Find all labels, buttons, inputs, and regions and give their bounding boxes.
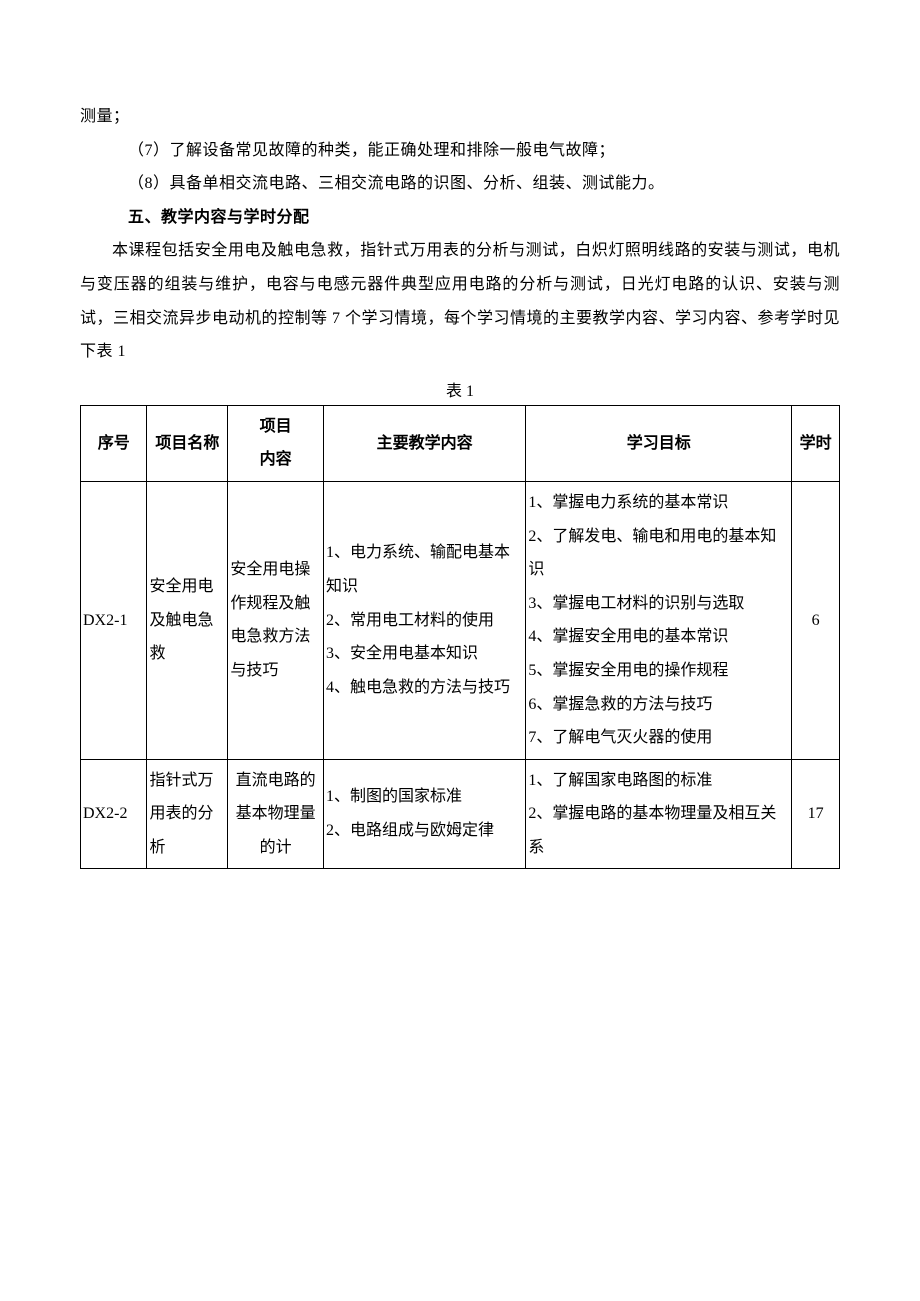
cell-proj: 直流电路的基本物理量的计 <box>228 759 324 869</box>
cell-name: 安全用电及触电急救 <box>147 481 228 759</box>
para-measure: 测量； <box>80 100 840 134</box>
syllabus-table: 序号 项目名称 项目 内容 主要教学内容 学习目标 学时 DX2-1 安全用电及… <box>80 405 840 870</box>
cell-name: 指针式万用表的分析 <box>147 759 228 869</box>
table-header-row: 序号 项目名称 项目 内容 主要教学内容 学习目标 学时 <box>81 405 840 481</box>
cell-time: 6 <box>792 481 840 759</box>
th-goal: 学习目标 <box>526 405 792 481</box>
cell-goal: 1、了解国家电路图的标准 2、掌握电路的基本物理量及相互关系 <box>526 759 792 869</box>
table-row: DX2-2 指针式万用表的分析 直流电路的基本物理量的计 1、制图的国家标准 2… <box>81 759 840 869</box>
para-item-8: （8）具备单相交流电路、三相交流电路的识图、分析、组装、测试能力。 <box>80 167 840 201</box>
table-row: DX2-1 安全用电及触电急救 安全用电操作规程及触电急救方法与技巧 1、电力系… <box>81 481 840 759</box>
para-item-7: （7）了解设备常见故障的种类，能正确处理和排除一般电气故障； <box>80 134 840 168</box>
cell-goal: 1、掌握电力系统的基本常识 2、了解发电、输电和用电的基本知识 3、掌握电工材料… <box>526 481 792 759</box>
th-time: 学时 <box>792 405 840 481</box>
th-proj: 项目 内容 <box>228 405 324 481</box>
cell-time: 17 <box>792 759 840 869</box>
cell-seq: DX2-2 <box>81 759 147 869</box>
para-intro: 本课程包括安全用电及触电急救，指针式万用表的分析与测试，白炽灯照明线路的安装与测… <box>80 234 840 368</box>
th-main: 主要教学内容 <box>323 405 525 481</box>
cell-seq: DX2-1 <box>81 481 147 759</box>
section-heading-5: 五、教学内容与学时分配 <box>80 201 840 235</box>
th-name: 项目名称 <box>147 405 228 481</box>
cell-main: 1、制图的国家标准 2、电路组成与欧姆定律 <box>323 759 525 869</box>
cell-main: 1、电力系统、输配电基本知识 2、常用电工材料的使用 3、安全用电基本知识 4、… <box>323 481 525 759</box>
table-caption: 表 1 <box>80 377 840 401</box>
th-seq: 序号 <box>81 405 147 481</box>
cell-proj: 安全用电操作规程及触电急救方法与技巧 <box>228 481 324 759</box>
